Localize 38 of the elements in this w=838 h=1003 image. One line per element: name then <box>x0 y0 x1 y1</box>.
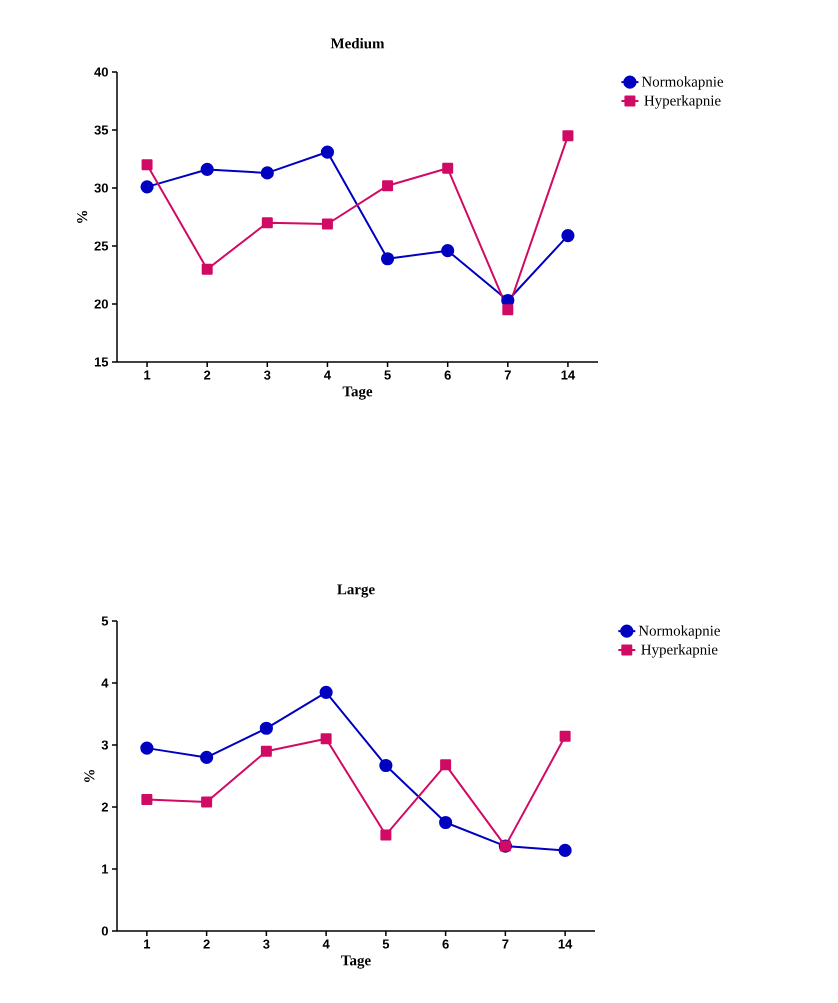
x-tick-label: 7 <box>504 370 511 380</box>
x-tick-label: 5 <box>382 939 390 949</box>
x-tick-label: 4 <box>324 370 331 380</box>
legend-label: Normokapnie <box>638 625 720 639</box>
x-tick-label: 4 <box>322 939 330 949</box>
legend-label: Hyperkapnie <box>644 95 721 109</box>
y-tick-label: 5 <box>101 616 109 626</box>
x-tick-label: 3 <box>263 939 270 949</box>
x-tick-label: 14 <box>561 370 576 380</box>
y-tick-label: 25 <box>94 241 109 251</box>
y-tick-label: 0 <box>101 926 108 936</box>
y-tick-label: 1 <box>102 864 109 874</box>
y-axis-title: % <box>77 210 88 223</box>
y-tick-label: 4 <box>101 678 109 688</box>
legend-label: Hyperkapnie <box>641 644 718 658</box>
chart-title: Large <box>337 584 375 598</box>
x-tick-label: 5 <box>384 370 391 380</box>
y-tick-label: 35 <box>94 125 109 135</box>
x-axis-title: Tage <box>341 955 371 969</box>
y-tick-label: 40 <box>94 67 108 77</box>
y-axis-title: % <box>84 769 95 782</box>
x-tick-label: 3 <box>264 370 271 380</box>
y-tick-label: 30 <box>94 183 108 193</box>
x-tick-label: 14 <box>558 939 573 949</box>
y-tick-label: 3 <box>101 740 109 750</box>
chart-title: Medium <box>330 37 385 49</box>
x-tick-label: 2 <box>203 939 210 949</box>
y-tick-label: 2 <box>101 802 108 812</box>
x-tick-label: 1 <box>144 370 151 380</box>
y-tick-label: 15 <box>94 357 109 367</box>
legend-label: Normokapnie <box>641 76 724 90</box>
y-tick-label: 20 <box>94 299 108 309</box>
x-tick-label: 6 <box>442 939 449 949</box>
x-tick-label: 1 <box>144 939 151 949</box>
x-tick-label: 6 <box>444 370 451 380</box>
x-tick-label: 7 <box>502 939 509 949</box>
x-tick-label: 2 <box>204 370 211 380</box>
x-axis-title: Tage <box>342 386 373 400</box>
